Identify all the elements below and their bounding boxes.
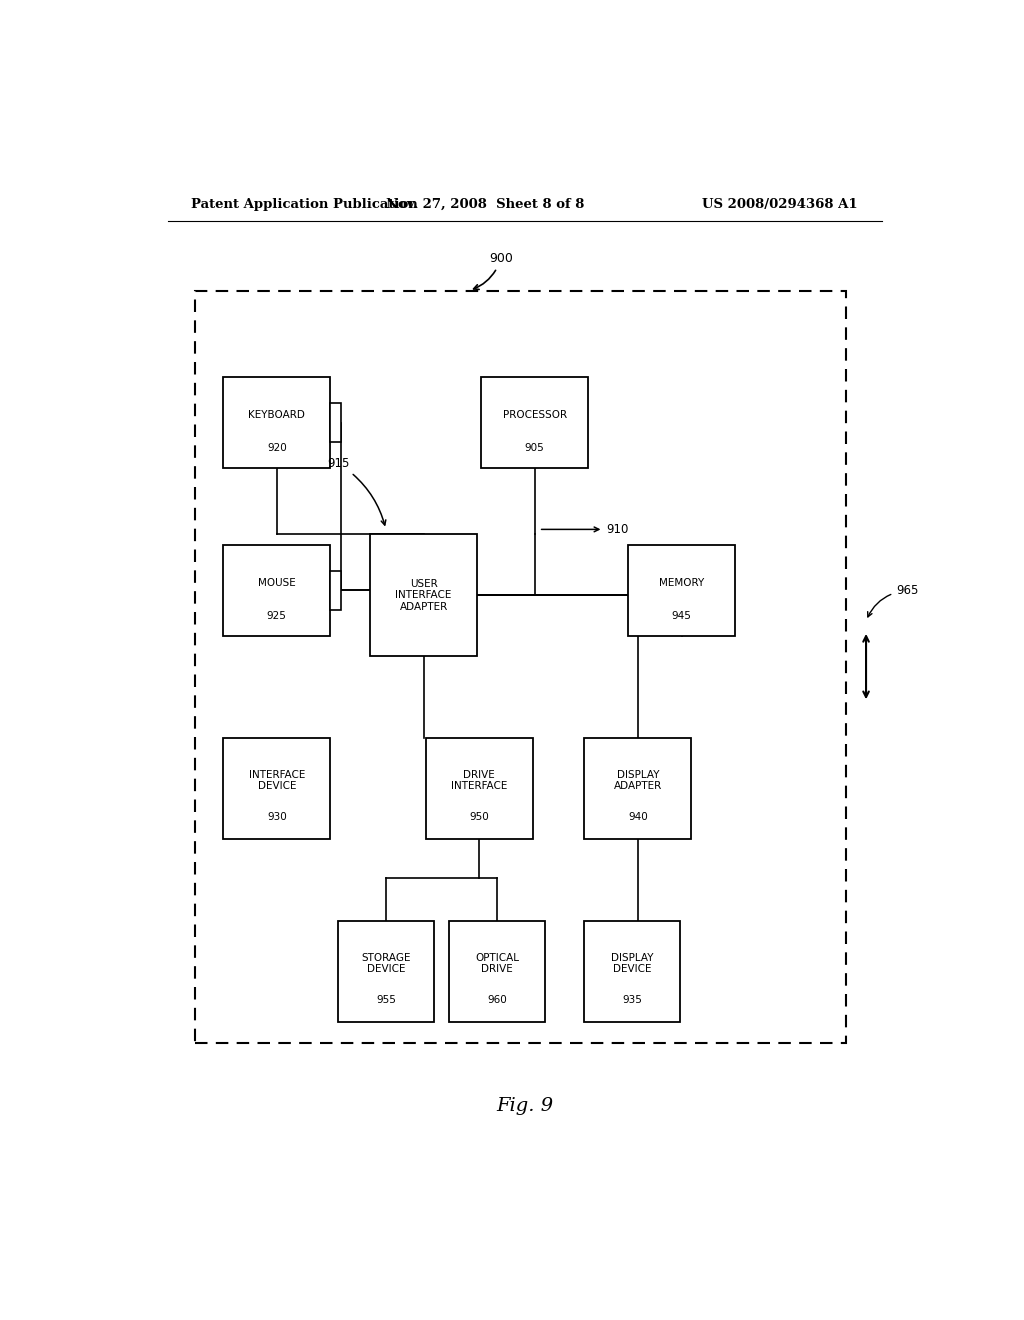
Bar — [585, 921, 680, 1022]
Text: 945: 945 — [672, 611, 691, 620]
Bar — [331, 404, 341, 442]
Text: 965: 965 — [867, 583, 919, 616]
Bar — [196, 290, 846, 1043]
Text: 930: 930 — [267, 812, 287, 822]
Bar — [223, 738, 331, 840]
Text: Patent Application Publication: Patent Application Publication — [191, 198, 418, 211]
Bar — [223, 545, 331, 636]
Text: MOUSE: MOUSE — [258, 578, 296, 587]
Text: Nov. 27, 2008  Sheet 8 of 8: Nov. 27, 2008 Sheet 8 of 8 — [386, 198, 585, 211]
Bar — [628, 545, 735, 636]
Text: 925: 925 — [267, 611, 287, 620]
Text: 955: 955 — [376, 995, 396, 1005]
Text: 960: 960 — [487, 995, 507, 1005]
Text: INTERFACE
DEVICE: INTERFACE DEVICE — [249, 770, 305, 791]
Text: US 2008/0294368 A1: US 2008/0294368 A1 — [702, 198, 858, 211]
Bar — [450, 921, 545, 1022]
Text: PROCESSOR: PROCESSOR — [503, 411, 566, 420]
Text: 905: 905 — [525, 444, 545, 453]
Text: 935: 935 — [622, 995, 642, 1005]
Text: STORAGE
DEVICE: STORAGE DEVICE — [361, 953, 411, 974]
Text: 950: 950 — [469, 812, 489, 822]
Bar — [481, 378, 589, 469]
Text: 940: 940 — [628, 812, 648, 822]
Text: MEMORY: MEMORY — [658, 578, 705, 587]
Bar — [370, 535, 477, 656]
Text: 920: 920 — [267, 444, 287, 453]
Bar — [585, 738, 691, 840]
Text: 915: 915 — [327, 457, 386, 525]
Bar — [331, 572, 341, 610]
Bar — [338, 921, 433, 1022]
Text: DISPLAY
DEVICE: DISPLAY DEVICE — [610, 953, 653, 974]
Text: OPTICAL
DRIVE: OPTICAL DRIVE — [475, 953, 519, 974]
Text: DISPLAY
ADAPTER: DISPLAY ADAPTER — [613, 770, 662, 791]
Bar — [426, 738, 532, 840]
Text: 910: 910 — [542, 523, 629, 536]
Text: Fig. 9: Fig. 9 — [497, 1097, 553, 1114]
Text: USER
INTERFACE
ADAPTER: USER INTERFACE ADAPTER — [395, 579, 452, 612]
Text: KEYBOARD: KEYBOARD — [249, 411, 305, 420]
Text: DRIVE
INTERFACE: DRIVE INTERFACE — [451, 770, 507, 791]
Text: 900: 900 — [473, 252, 513, 289]
Bar — [223, 378, 331, 469]
